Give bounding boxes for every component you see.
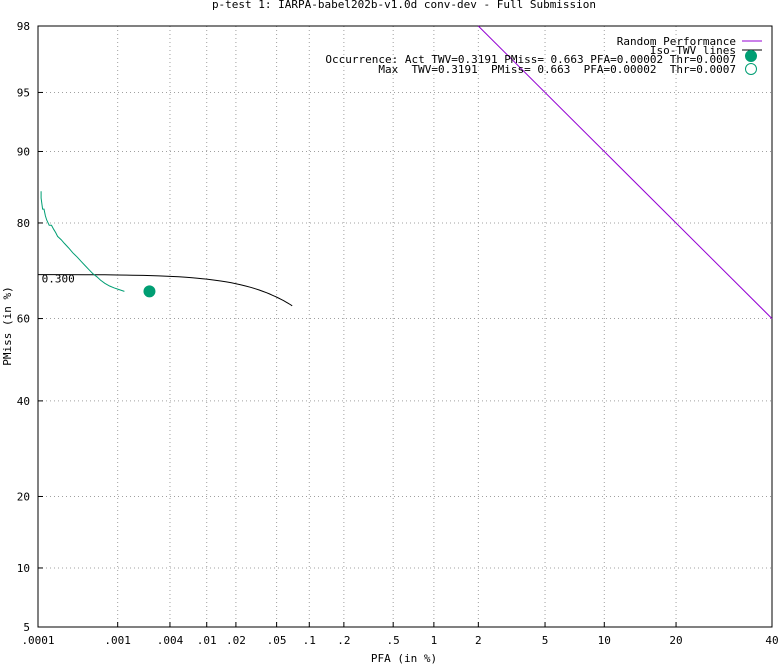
x-tick-label: 2: [475, 634, 482, 647]
x-tick-label: .004: [157, 634, 184, 647]
x-tick-label: .05: [267, 634, 287, 647]
x-axis-label: PFA (in %): [371, 652, 437, 664]
y-axis-label: PMiss (in %): [1, 286, 14, 365]
x-tick-label: .001: [104, 634, 131, 647]
x-tick-label: .02: [226, 634, 246, 647]
y-tick-label: 98: [17, 20, 30, 33]
x-tick-label: 1: [431, 634, 438, 647]
iso-twv-label: 0.300: [42, 273, 75, 286]
occurrence-det-line: [40, 191, 125, 292]
y-tick-label: 5: [23, 621, 30, 634]
y-tick-labels: 5 10 20 40 60 80 90 95 98: [17, 20, 30, 634]
x-tick-labels: .0001 .001 .004 .01 .02 .05 .1 .2 .5 1 2 5 10 20 40: [21, 634, 778, 647]
x-tick-label: 5: [542, 634, 549, 647]
y-tick-label: 10: [17, 562, 30, 575]
y-tick-label: 80: [17, 217, 30, 230]
legend-label-1: Random Performance: [617, 35, 736, 48]
x-tick-label: .01: [197, 634, 217, 647]
y-tick-label: 95: [17, 86, 30, 99]
iso-twv-lines-line: [38, 274, 293, 307]
x-tick-label: 20: [669, 634, 682, 647]
marker-act: [143, 285, 156, 298]
grid-lines: [37, 25, 773, 628]
x-tick-label: 10: [598, 634, 611, 647]
legend-swatch-3: [745, 50, 757, 62]
annotations: 0.300: [42, 273, 75, 286]
y-tick-label: 40: [17, 395, 30, 408]
legend-label-4: Max TWV=0.3191 PMiss= 0.663 PFA=0.00002 …: [378, 63, 736, 76]
data-series: [38, 25, 773, 319]
x-tick-label: .0001: [21, 634, 54, 647]
x-tick-label: .5: [387, 634, 400, 647]
legend-label-2: Iso-TWV lines: [650, 44, 736, 57]
y-tick-label: 20: [17, 490, 30, 503]
plot-frame: [37, 25, 773, 628]
legend-swatch-4: [745, 63, 757, 75]
chart-title: p-test 1: IARPA-babel202b-v1.0d conv-dev…: [212, 0, 596, 11]
x-tick-label: 40: [765, 634, 778, 647]
x-tick-label: .2: [337, 634, 350, 647]
x-tick-label: .1: [303, 634, 316, 647]
y-tick-label: 90: [17, 145, 30, 158]
legend-label-3: Occurrence: Act TWV=0.3191 PMiss= 0.663 …: [325, 53, 736, 66]
y-tick-label: 60: [17, 313, 30, 326]
random-performance-line: [477, 25, 773, 319]
data-markers: [143, 285, 156, 298]
